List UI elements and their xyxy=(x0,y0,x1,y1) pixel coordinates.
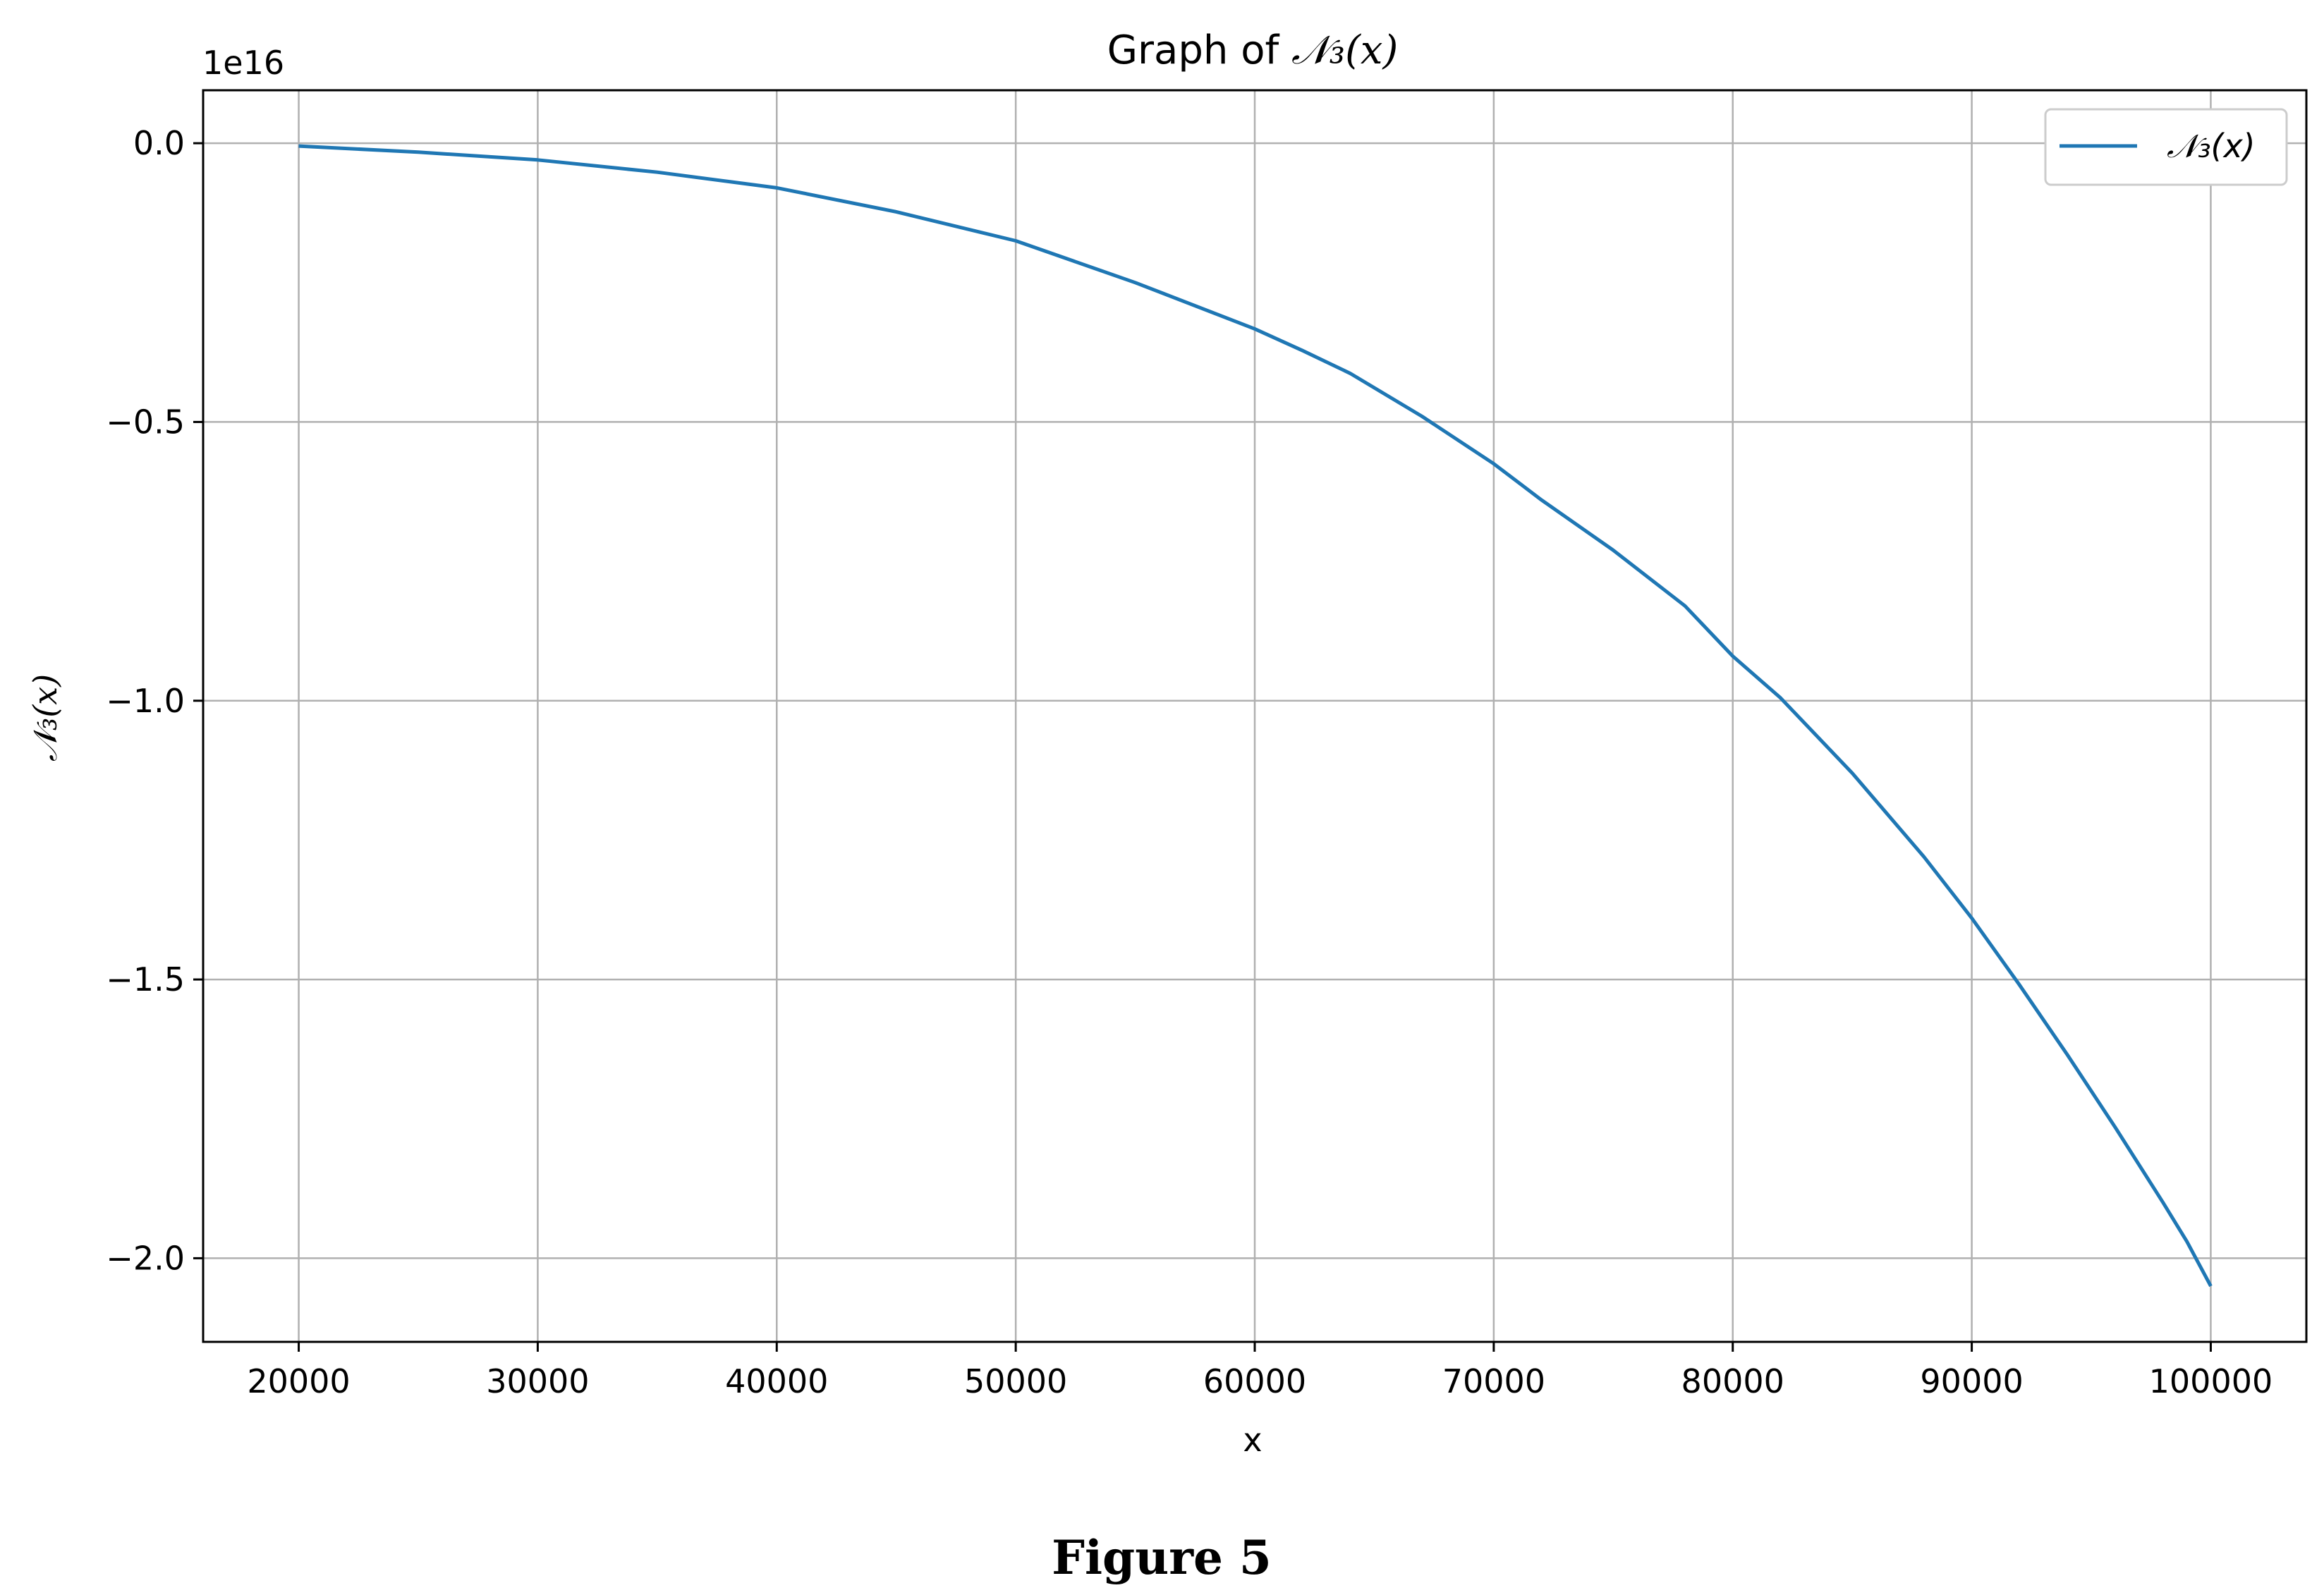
x-axis-ticks: 20000 30000 40000 50000 60000 70000 80000 90000… xyxy=(247,1342,2273,1400)
y-tick-label: −1.0 xyxy=(106,682,185,720)
chart-title: Graph of 𝒩₃(x) xyxy=(1107,28,1399,73)
y-tick-label: −1.5 xyxy=(106,960,185,998)
x-tick-label: 60000 xyxy=(1203,1362,1306,1400)
grid-lines xyxy=(203,90,2306,1342)
chart-title-prefix: Graph of xyxy=(1107,28,1291,73)
legend-box xyxy=(2044,108,2288,186)
y-tick-label: −2.0 xyxy=(106,1239,185,1277)
y-axis-ticks: 0.0 −0.5 −1.0 −1.5 −2.0 xyxy=(106,124,203,1277)
x-tick-label: 40000 xyxy=(725,1362,828,1400)
x-axis-label: x xyxy=(1243,1421,1262,1459)
x-tick-label: 20000 xyxy=(247,1362,350,1400)
series-layer xyxy=(298,144,2213,1288)
x-tick-label: 70000 xyxy=(1442,1362,1545,1400)
y-axis-multiplier: 1e16 xyxy=(202,44,284,82)
y-axis-label: 𝒩₃(x) xyxy=(26,674,64,762)
x-tick-label: 100000 xyxy=(2149,1362,2273,1400)
x-tick-label: 90000 xyxy=(1920,1362,2023,1400)
y-tick-label: −0.5 xyxy=(106,403,185,441)
figure-caption: Figure 5 xyxy=(1052,1530,1272,1585)
legend: 𝒩₃(x) xyxy=(2044,108,2288,186)
chart-title-math: 𝒩₃(x) xyxy=(1291,28,1398,73)
x-tick-label: 80000 xyxy=(1681,1362,1784,1400)
x-tick-label: 50000 xyxy=(964,1362,1067,1400)
x-tick-label: 30000 xyxy=(486,1362,589,1400)
series-line xyxy=(298,144,2213,1288)
legend-label: 𝒩₃(x) xyxy=(2167,127,2256,165)
y-tick-label: 0.0 xyxy=(133,124,185,162)
